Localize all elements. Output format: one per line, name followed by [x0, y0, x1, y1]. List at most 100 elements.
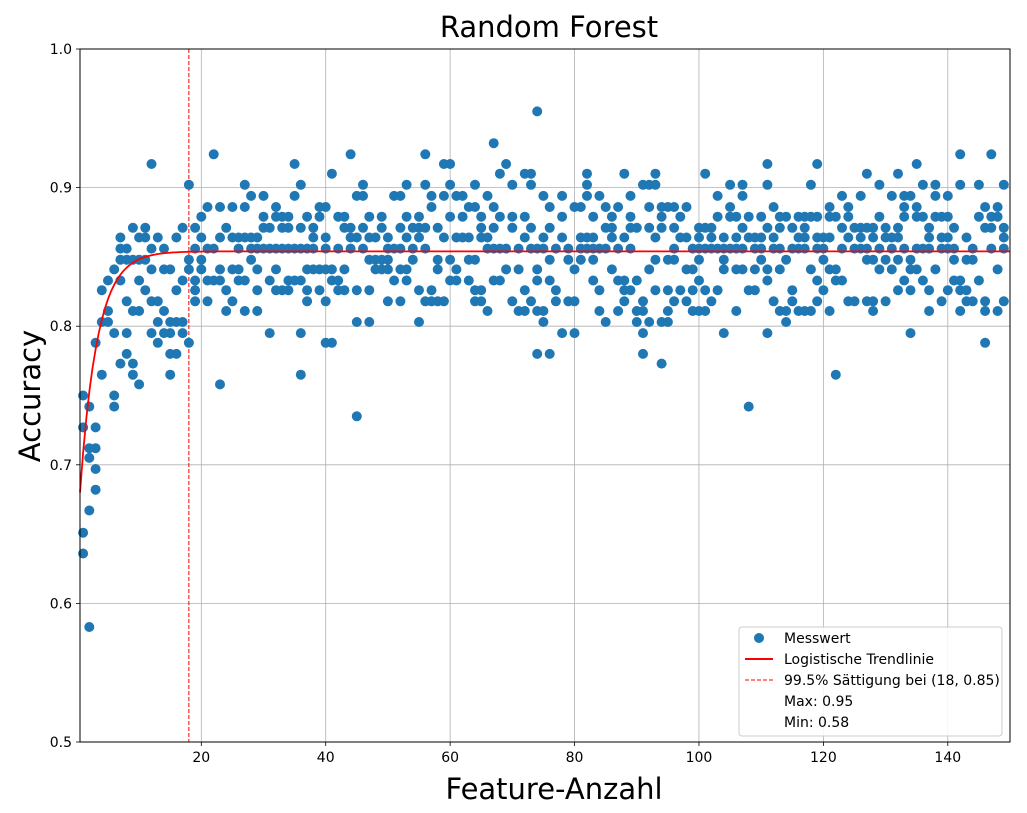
data-point: [563, 254, 574, 265]
data-point: [893, 285, 903, 296]
data-point: [899, 202, 910, 212]
data-point: [930, 264, 941, 275]
data-point: [519, 285, 530, 296]
data-point: [215, 379, 225, 390]
data-point: [855, 232, 866, 243]
data-point: [737, 222, 748, 233]
data-point: [239, 179, 250, 190]
data-point: [401, 232, 412, 243]
data-point: [762, 179, 773, 190]
data-point: [351, 317, 362, 327]
data-point: [631, 275, 642, 286]
data-point: [538, 190, 549, 201]
data-point: [980, 337, 991, 348]
data-point: [239, 275, 250, 286]
data-point: [538, 317, 549, 327]
data-point: [432, 254, 443, 265]
data-point: [246, 190, 257, 201]
data-point: [899, 211, 910, 222]
data-point: [544, 348, 555, 359]
data-point: [196, 264, 207, 275]
data-point: [339, 211, 350, 222]
data-point: [494, 168, 505, 179]
data-point: [302, 211, 313, 222]
data-point: [171, 232, 182, 243]
data-point: [488, 202, 499, 212]
data-point: [90, 422, 101, 433]
data-point: [644, 202, 655, 212]
data-point: [843, 202, 854, 212]
data-point: [364, 211, 375, 222]
data-point: [712, 285, 723, 296]
data-point: [121, 243, 132, 254]
data-point: [121, 348, 132, 359]
data-point: [594, 285, 605, 296]
data-point: [669, 222, 680, 233]
data-point: [712, 211, 723, 222]
data-point: [146, 243, 157, 254]
data-point: [911, 159, 922, 169]
data-point: [830, 264, 841, 275]
data-point: [165, 369, 176, 380]
data-point: [774, 222, 785, 233]
data-point: [382, 254, 393, 265]
data-point: [868, 296, 879, 307]
y-tick-label: 0.7: [50, 458, 72, 474]
data-point: [955, 179, 966, 190]
data-point: [382, 296, 393, 307]
data-point: [893, 232, 903, 243]
data-point: [557, 211, 568, 222]
data-point: [258, 190, 269, 201]
data-point: [96, 285, 107, 296]
data-point: [880, 296, 891, 307]
data-point: [177, 222, 188, 233]
data-point: [868, 222, 879, 233]
data-point: [582, 190, 592, 201]
data-point: [824, 232, 835, 243]
data-point: [837, 222, 847, 233]
data-point: [519, 211, 530, 222]
data-point: [893, 222, 903, 233]
data-point: [401, 264, 412, 275]
data-point: [513, 264, 524, 275]
data-point: [401, 179, 412, 190]
data-point: [127, 369, 138, 380]
data-point: [308, 222, 319, 233]
data-point: [84, 505, 95, 516]
data-point: [532, 264, 543, 275]
data-point: [488, 138, 499, 149]
data-point: [177, 328, 188, 339]
data-point: [358, 179, 368, 190]
data-point: [868, 254, 879, 265]
data-point: [980, 202, 991, 212]
data-point: [215, 275, 225, 286]
data-point: [264, 275, 275, 286]
data-point: [395, 222, 406, 233]
data-point: [96, 369, 107, 380]
points-layer: [78, 106, 1009, 632]
data-point: [638, 348, 648, 359]
data-point: [949, 222, 959, 233]
data-point: [824, 306, 835, 316]
data-point: [140, 232, 151, 243]
data-point: [134, 306, 145, 316]
data-point: [886, 264, 897, 275]
data-point: [476, 211, 487, 222]
x-tick-label: 40: [317, 750, 335, 766]
data-point: [961, 285, 972, 296]
data-point: [725, 202, 736, 212]
data-point: [208, 149, 219, 160]
data-point: [718, 264, 729, 275]
data-point: [812, 211, 823, 222]
data-point: [146, 159, 157, 169]
data-point: [457, 211, 468, 222]
data-point: [706, 222, 717, 233]
data-point: [837, 190, 847, 201]
chart-title: Random Forest: [440, 10, 658, 44]
data-point: [171, 285, 182, 296]
data-point: [594, 306, 605, 316]
data-point: [476, 296, 487, 307]
data-point: [631, 317, 642, 327]
plot-frame: [79, 48, 1011, 743]
data-point: [874, 211, 885, 222]
